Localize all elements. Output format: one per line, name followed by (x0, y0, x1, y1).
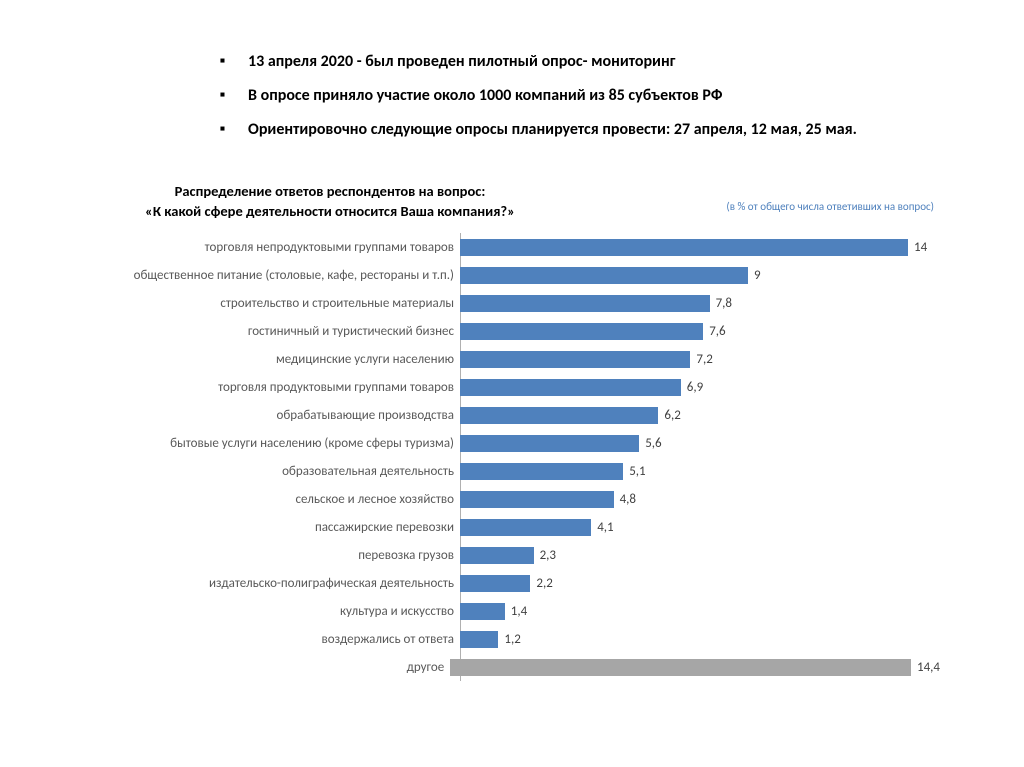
bar (460, 379, 681, 396)
value-label: 7,2 (696, 352, 712, 367)
category-label: строительство и строительные материалы (60, 296, 460, 311)
chart-row: образовательная деятельность 5,1 (60, 457, 940, 485)
bar-plot-cell: 2,2 (460, 569, 940, 597)
chart-row: бытовые услуги населению (кроме сферы ту… (60, 429, 940, 457)
value-label: 14,4 (917, 660, 940, 675)
chart-row: торговля непродуктовыми группами товаров… (60, 233, 940, 261)
chart-area: торговля непродуктовыми группами товаров… (60, 233, 940, 681)
category-label: перевозка грузов (60, 548, 460, 563)
bar (460, 491, 614, 508)
bar (460, 323, 703, 340)
value-label: 1,4 (511, 604, 527, 619)
chart-row: перевозка грузов 2,3 (60, 541, 940, 569)
value-label: 6,2 (664, 408, 680, 423)
bar-plot-cell: 1,4 (460, 597, 940, 625)
category-label: общественное питание (столовые, кафе, ре… (60, 268, 460, 283)
value-label: 2,3 (540, 548, 556, 563)
value-label: 7,6 (709, 324, 725, 339)
bar (460, 463, 623, 480)
category-label: издательско-полиграфическая деятельность (60, 576, 460, 591)
category-label: культура и искусство (60, 604, 460, 619)
chart-row: сельское и лесное хозяйство 4,8 (60, 485, 940, 513)
category-label: образовательная деятельность (60, 464, 460, 479)
category-label: торговля продуктовыми группами товаров (60, 380, 460, 395)
category-label: гостиничный и туристический бизнес (60, 324, 460, 339)
value-label: 4,1 (597, 520, 613, 535)
bar (460, 435, 639, 452)
bullet-item: В опросе приняло участие около 1000 комп… (220, 84, 964, 108)
category-label: медицинские услуги населению (60, 352, 460, 367)
chart-row: медицинские услуги населению 7,2 (60, 345, 940, 373)
chart-row: культура и искусство 1,4 (60, 597, 940, 625)
chart-row: строительство и строительные материалы 7,… (60, 289, 940, 317)
bullet-item: Ориентировочно следующие опросы планируе… (220, 118, 964, 142)
value-label: 4,8 (620, 492, 636, 507)
value-label: 5,6 (645, 436, 661, 451)
chart-title: Распределение ответов респондентов на во… (100, 182, 560, 221)
bar (460, 295, 710, 312)
bar-plot-cell: 6,9 (460, 373, 940, 401)
value-label: 9 (754, 268, 761, 283)
bar (460, 575, 530, 592)
bar (460, 547, 534, 564)
category-label: сельское и лесное хозяйство (60, 492, 460, 507)
bar-plot-cell: 4,8 (460, 485, 940, 513)
chart-row: другое 14,4 (60, 653, 940, 681)
chart-row: общественное питание (столовые, кафе, ре… (60, 261, 940, 289)
bar (460, 267, 748, 284)
chart-row: издательско-полиграфическая деятельность… (60, 569, 940, 597)
page: 13 апреля 2020 - был проведен пилотный о… (0, 0, 1024, 767)
category-label: обрабатывающие производства (60, 408, 460, 423)
bar (460, 631, 498, 648)
category-label: пассажирские перевозки (60, 520, 460, 535)
bar-plot-cell: 7,2 (460, 345, 940, 373)
bar-plot-cell: 9 (460, 261, 940, 289)
chart-block: Распределение ответов респондентов на во… (60, 182, 964, 681)
bar-plot-cell: 5,6 (460, 429, 940, 457)
bar-plot-cell: 5,1 (460, 457, 940, 485)
bar-plot-cell: 7,8 (460, 289, 940, 317)
bar-plot-cell: 7,6 (460, 317, 940, 345)
bar (450, 659, 911, 676)
value-label: 2,2 (536, 576, 552, 591)
value-label: 14 (914, 240, 927, 255)
bar (460, 603, 505, 620)
bar (460, 351, 690, 368)
chart-row: обрабатывающие производства 6,2 (60, 401, 940, 429)
chart-title-line1: Распределение ответов респондентов на во… (175, 182, 486, 200)
bullet-item: 13 апреля 2020 - был проведен пилотный о… (220, 50, 964, 74)
chart-row: гостиничный и туристический бизнес 7,6 (60, 317, 940, 345)
bar-plot-cell: 14 (460, 233, 940, 261)
bar-plot-cell: 4,1 (460, 513, 940, 541)
value-label: 7,8 (716, 296, 732, 311)
chart-row: пассажирские перевозки 4,1 (60, 513, 940, 541)
bar-plot-cell: 14,4 (450, 653, 940, 681)
bar (460, 407, 658, 424)
bar (460, 519, 591, 536)
bar (460, 239, 908, 256)
chart-title-line2: «К какой сфере деятельности относится Ва… (145, 202, 515, 220)
chart-subnote: (в % от общего числа ответивших на вопро… (726, 200, 934, 213)
category-label: бытовые услуги населению (кроме сферы ту… (60, 436, 460, 451)
bar-plot-cell: 1,2 (460, 625, 940, 653)
bullet-list: 13 апреля 2020 - был проведен пилотный о… (180, 50, 964, 142)
category-label: другое (60, 660, 450, 675)
bar-plot-cell: 6,2 (460, 401, 940, 429)
chart-row: воздержались от ответа 1,2 (60, 625, 940, 653)
value-label: 6,9 (687, 380, 703, 395)
value-label: 1,2 (504, 632, 520, 647)
category-label: торговля непродуктовыми группами товаров (60, 240, 460, 255)
value-label: 5,1 (629, 464, 645, 479)
category-label: воздержались от ответа (60, 632, 460, 647)
chart-row: торговля продуктовыми группами товаров 6,… (60, 373, 940, 401)
bar-plot-cell: 2,3 (460, 541, 940, 569)
